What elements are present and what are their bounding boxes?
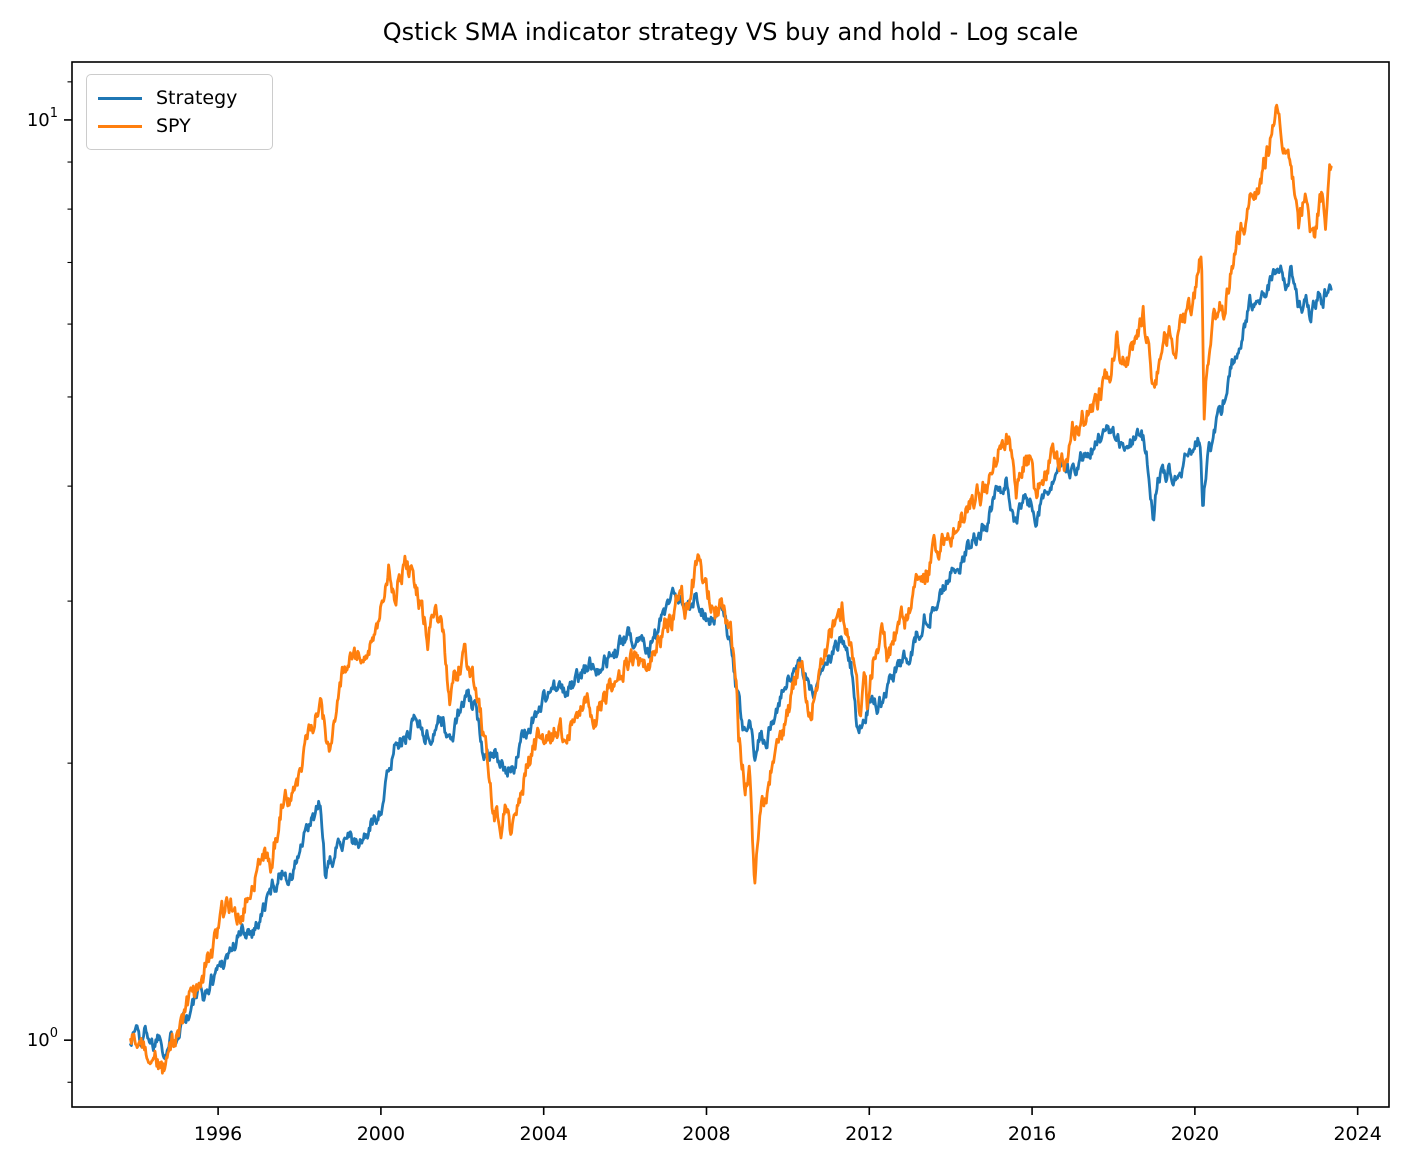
series-line-strategy bbox=[129, 264, 1333, 1061]
legend-swatch-spy bbox=[98, 124, 142, 128]
x-tick-label: 2004 bbox=[520, 1123, 568, 1145]
x-tick-label: 2012 bbox=[845, 1123, 893, 1145]
y-tick-label: 101 bbox=[27, 106, 58, 131]
x-tick-label: 2008 bbox=[682, 1123, 730, 1145]
legend: Strategy SPY bbox=[86, 74, 273, 150]
axes-spines bbox=[71, 61, 1390, 1108]
y-tick-label: 100 bbox=[27, 1026, 58, 1051]
legend-item-spy: SPY bbox=[98, 113, 262, 140]
legend-swatch-strategy bbox=[98, 96, 142, 100]
legend-label: Strategy bbox=[156, 86, 238, 109]
x-tick-label: 2024 bbox=[1333, 1123, 1381, 1145]
legend-item-strategy: Strategy bbox=[98, 85, 262, 112]
series-line-spy bbox=[129, 103, 1333, 1075]
x-tick-label: 2020 bbox=[1171, 1123, 1219, 1145]
x-tick-label: 2000 bbox=[357, 1123, 405, 1145]
legend-label: SPY bbox=[156, 114, 191, 137]
chart-title: Qstick SMA indicator strategy VS buy and… bbox=[382, 18, 1079, 46]
x-tick-label: 2016 bbox=[1008, 1123, 1056, 1145]
x-tick-label: 1996 bbox=[194, 1123, 242, 1145]
